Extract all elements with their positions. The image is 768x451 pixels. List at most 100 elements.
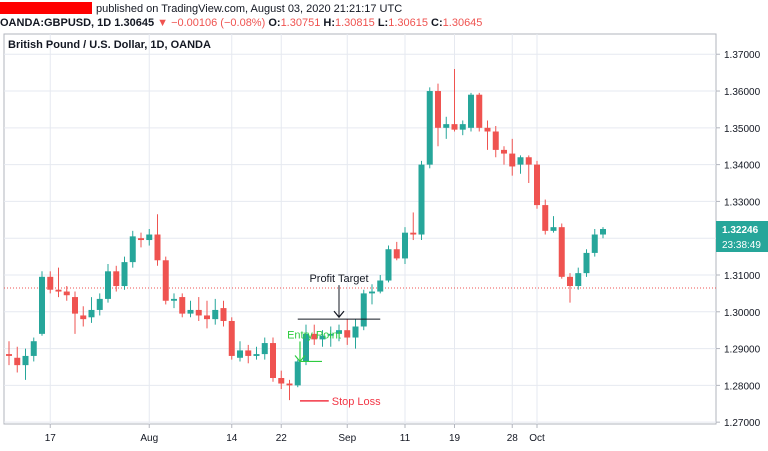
price-axis[interactable]: 1.270001.280001.290001.300001.310001.320… — [716, 50, 768, 429]
candle-body — [121, 262, 128, 287]
published-text: published on TradingView.com, August 03,… — [96, 3, 403, 15]
candle-body — [311, 333, 318, 340]
candle-body — [525, 157, 532, 165]
candle-body — [575, 273, 582, 287]
price-tick-label: 1.28000 — [724, 381, 761, 392]
candle-body — [30, 341, 37, 356]
last-price: 1.30645 — [114, 17, 155, 29]
high-value: 1.30815 — [335, 17, 375, 29]
candle-body — [410, 232, 417, 235]
candle-body — [517, 157, 524, 165]
candle-body — [534, 164, 540, 206]
date-tick-label: 11 — [400, 433, 411, 444]
candlestick-chart[interactable]: Profit Target Entry Point Stop Loss 1.2700… — [0, 32, 768, 451]
candle-body — [451, 124, 458, 130]
ohlc-line: OANDA:GBPUSD, 1D 1.30645 ▼ −0.00106 (−0.… — [0, 17, 482, 29]
candle-body — [47, 276, 54, 290]
redacted-author-bar — [0, 2, 92, 14]
price-tick-label: 1.35000 — [724, 124, 761, 135]
price-tick-label: 1.33000 — [724, 197, 761, 208]
chart-title: British Pound / U.S. Dollar, 1D, OANDA — [8, 39, 211, 51]
date-tick-label: 17 — [45, 433, 57, 444]
publish-line: published on TradingView.com, August 03,… — [0, 2, 402, 15]
candle-body — [228, 320, 235, 356]
candle-body — [113, 271, 120, 287]
candle-body — [88, 309, 95, 318]
candle-body — [509, 153, 516, 167]
open-label: O: — [268, 17, 281, 29]
plot-frame — [3, 33, 717, 425]
chart-header: published on TradingView.com, August 03,… — [0, 0, 768, 34]
profit-target-label: Profit Target — [309, 273, 368, 285]
candle-body — [303, 333, 309, 362]
candle-body — [468, 94, 474, 128]
close-label: C: — [431, 17, 443, 29]
candle-body — [443, 124, 450, 128]
candle-body — [393, 249, 400, 259]
price-tick-label: 1.31000 — [724, 271, 761, 282]
candle-body — [558, 227, 565, 277]
entry-point-label: Entry Point — [287, 329, 341, 341]
candle-body — [72, 297, 78, 314]
time-axis[interactable]: 17 Aug 14 22 Sep 11 19 28 Oct — [45, 424, 545, 444]
candle-body — [195, 309, 202, 316]
candle-body — [567, 276, 573, 287]
current-price-tag — [716, 221, 768, 237]
candle-body — [344, 330, 351, 338]
low-label: L: — [377, 17, 389, 29]
candle-body — [591, 234, 598, 253]
candle-body — [129, 236, 136, 263]
candle-body — [550, 227, 557, 231]
candle-body — [369, 291, 375, 294]
chart-grid — [3, 33, 717, 425]
candle-body — [212, 309, 219, 320]
candle-body — [138, 238, 144, 241]
candle-body — [162, 260, 169, 301]
candle-body — [294, 361, 301, 386]
candle-body — [179, 297, 186, 314]
candle-body — [39, 276, 45, 334]
candle-body — [245, 350, 252, 356]
candle-body — [55, 289, 62, 292]
candle-body — [261, 343, 268, 355]
candle-body — [435, 91, 441, 128]
close-value: 1.30645 — [442, 17, 483, 29]
price-tick-label: 1.34000 — [724, 161, 761, 172]
candle-body — [105, 271, 111, 299]
candle-body — [459, 124, 466, 130]
date-tick-label: Oct — [529, 433, 545, 444]
candle-body — [492, 131, 499, 150]
high-label: H: — [323, 17, 335, 29]
open-value: 1.30751 — [280, 17, 321, 29]
candle-body — [360, 293, 367, 327]
candle-body — [278, 378, 285, 384]
candles-group — [6, 68, 606, 401]
candle-body — [319, 335, 326, 340]
candle-body — [377, 280, 384, 292]
annotations-group: Profit Target Entry Point Stop Loss — [287, 273, 381, 408]
candle-body — [418, 164, 425, 235]
candle-body — [6, 354, 12, 356]
candle-body — [336, 330, 342, 334]
low-value: 1.30615 — [388, 17, 428, 29]
candle-body — [171, 298, 177, 301]
price-change: ▼ −0.00106 (−0.08%) — [157, 17, 266, 29]
candle-body — [80, 315, 87, 320]
price-tick-label: 1.36000 — [724, 87, 761, 98]
date-tick-label: 22 — [276, 433, 288, 444]
profit-target-arrowhead — [333, 310, 345, 319]
candle-body — [600, 229, 606, 235]
candle-body — [270, 343, 276, 379]
candle-body — [402, 232, 408, 259]
price-tick-label: 1.37000 — [724, 50, 761, 61]
candle-body — [146, 234, 153, 241]
candle-body — [286, 383, 293, 386]
candle-body — [14, 357, 21, 366]
price-tick-label: 1.30000 — [724, 308, 761, 319]
date-tick-label: 28 — [507, 433, 519, 444]
candle-body — [63, 291, 70, 296]
price-tick-label: 1.27000 — [724, 418, 761, 429]
candle-body — [583, 252, 590, 274]
date-tick-label: 14 — [226, 433, 238, 444]
price-tick-label: 1.29000 — [724, 345, 761, 356]
